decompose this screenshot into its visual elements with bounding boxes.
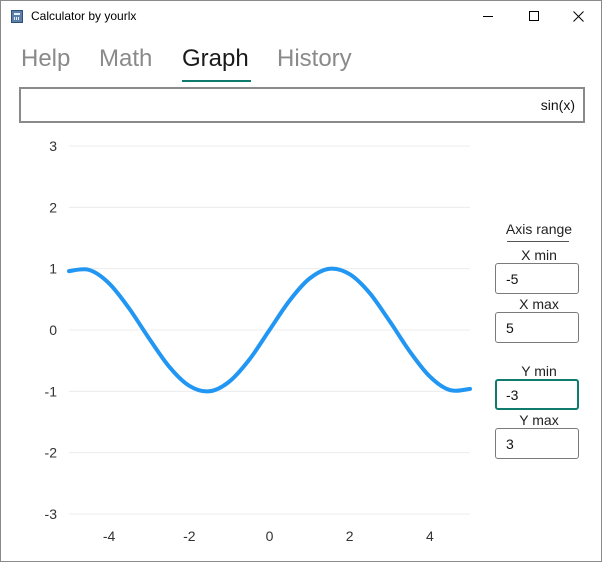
axis-range-title: Axis range	[505, 221, 573, 237]
minimize-button[interactable]	[465, 1, 511, 31]
tab-help[interactable]: Help	[21, 45, 71, 72]
x-min-label: X min	[521, 247, 557, 263]
x-min-field[interactable]	[495, 263, 579, 294]
active-tab-indicator	[182, 80, 251, 82]
x-tick-label: -4	[103, 528, 116, 544]
y-max-label: Y max	[519, 412, 559, 428]
x-min-input[interactable]	[496, 264, 578, 293]
x-tick-label: -2	[183, 528, 196, 544]
maximize-icon	[529, 11, 539, 21]
function-curve	[67, 266, 472, 394]
close-button[interactable]	[555, 1, 601, 31]
y-axis-ticks: 3 2 1 0 -1 -2 -3	[45, 138, 58, 522]
minimize-icon	[483, 16, 493, 17]
y-tick-label: 0	[49, 322, 57, 338]
maximize-button[interactable]	[511, 1, 557, 31]
y-tick-label: 1	[49, 261, 57, 277]
y-tick-label: -1	[45, 383, 58, 399]
x-tick-label: 0	[266, 528, 274, 544]
tab-math[interactable]: Math	[99, 45, 153, 72]
plot-grid	[69, 145, 470, 515]
y-tick-label: 3	[49, 138, 57, 154]
y-min-input[interactable]	[497, 381, 577, 408]
y-min-field[interactable]	[495, 379, 579, 410]
window-title: Calculator by yourlx	[31, 9, 137, 23]
calculator-app-icon	[11, 10, 23, 23]
x-max-input[interactable]	[496, 313, 578, 342]
expression-input[interactable]	[21, 89, 583, 121]
tab-history[interactable]: History	[277, 45, 352, 72]
y-tick-label: -2	[45, 445, 58, 461]
x-axis-ticks: -4 -2 0 2 4	[103, 528, 434, 544]
axis-range-divider	[507, 241, 569, 242]
y-min-label: Y min	[521, 363, 557, 379]
x-max-label: X max	[519, 296, 559, 312]
expression-field[interactable]	[19, 87, 585, 123]
y-max-input[interactable]	[496, 429, 578, 458]
tab-graph[interactable]: Graph	[182, 45, 249, 72]
title-bar[interactable]: Calculator by yourlx	[1, 1, 601, 31]
y-tick-label: -3	[45, 506, 58, 522]
x-tick-label: 4	[426, 528, 434, 544]
close-icon	[572, 10, 584, 22]
y-max-field[interactable]	[495, 428, 579, 459]
y-tick-label: 2	[49, 199, 57, 215]
graph-plot: 3 2 1 0 -1 -2 -3 -4 -2 0 2 4	[45, 138, 472, 544]
x-tick-label: 2	[346, 528, 354, 544]
x-max-field[interactable]	[495, 312, 579, 343]
